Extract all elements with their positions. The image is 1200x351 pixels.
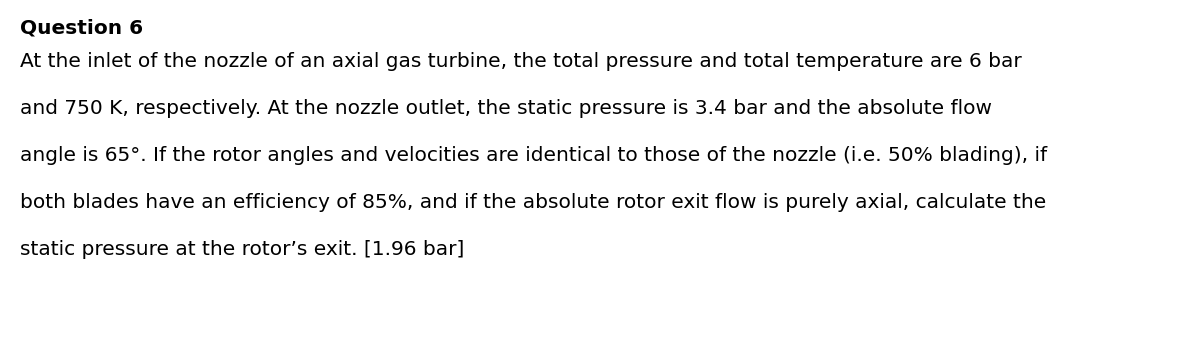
Text: static pressure at the rotor’s exit. [1.96 bar]: static pressure at the rotor’s exit. [1.… [20, 240, 464, 259]
Text: both blades have an efficiency of 85%, and if the absolute rotor exit flow is pu: both blades have an efficiency of 85%, a… [20, 193, 1046, 212]
Text: angle is 65°. If the rotor angles and velocities are identical to those of the n: angle is 65°. If the rotor angles and ve… [20, 146, 1048, 165]
Text: Question 6: Question 6 [20, 18, 143, 37]
Text: At the inlet of the nozzle of an axial gas turbine, the total pressure and total: At the inlet of the nozzle of an axial g… [20, 52, 1021, 71]
Text: and 750 K, respectively. At the nozzle outlet, the static pressure is 3.4 bar an: and 750 K, respectively. At the nozzle o… [20, 99, 992, 118]
